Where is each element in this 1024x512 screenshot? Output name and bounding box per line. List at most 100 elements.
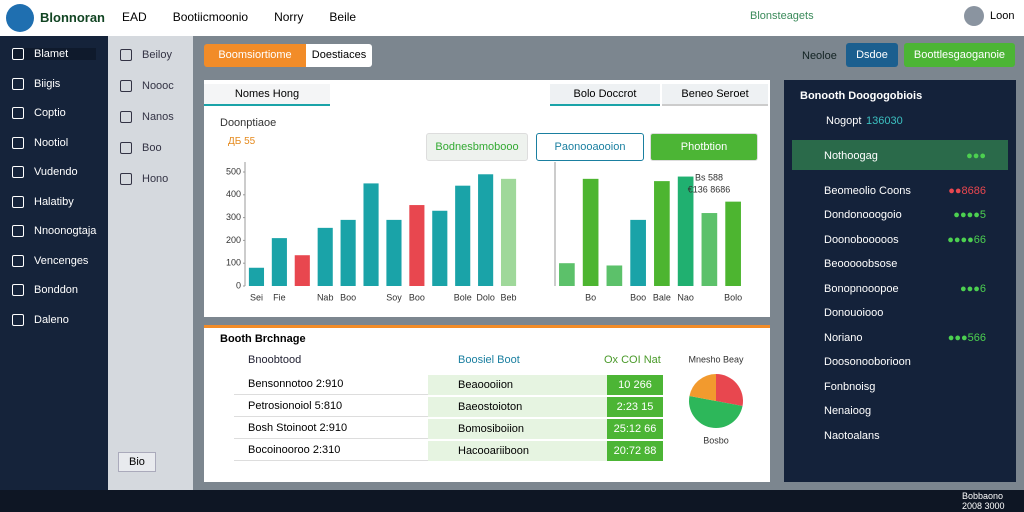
subnav-footer[interactable]: Bio [118, 452, 156, 472]
list-row[interactable]: Bensonnotoo 2:910 [234, 378, 428, 395]
primary-button[interactable]: Boomsiortiome [204, 44, 306, 67]
subnav-item[interactable]: Nanos [120, 111, 174, 124]
sidebar-item[interactable]: Daleno [12, 314, 69, 326]
row-label[interactable]: Noriano [824, 331, 863, 344]
tab[interactable]: Nomes Hong [204, 84, 330, 106]
subnav-item[interactable]: Hono [120, 173, 168, 186]
breakdown-panel: Mnesho Beay Bosbo Booth Brchnage Bnoobtood B… [204, 325, 770, 482]
x-tick-label: Sei [250, 292, 263, 302]
subnav-item[interactable]: Beiloy [120, 49, 172, 62]
sidebar-item[interactable]: Halatiby [12, 196, 74, 208]
bar [409, 205, 425, 286]
bar [294, 255, 310, 286]
subnav: Beiloy Noooc Nanos Boo Hono [108, 36, 193, 490]
sidebar-item[interactable]: Nnoonogtaja [12, 225, 96, 238]
label: Biigis [34, 77, 61, 90]
filter-button[interactable]: Photbtion [650, 133, 758, 161]
sidebar-item[interactable]: Bonddon [12, 284, 79, 297]
pie-slice [716, 374, 743, 407]
bar [478, 174, 494, 286]
row-name[interactable]: Baeostoioton [458, 401, 523, 413]
nav-item[interactable]: Beile [329, 10, 357, 24]
user-name: Nogopt [826, 115, 862, 127]
date: 2008 3000 [962, 501, 1005, 511]
sidebar-item[interactable]: Blamet [12, 48, 96, 61]
bar [271, 238, 287, 286]
row-label[interactable]: Naotoalans [824, 429, 880, 442]
list-row[interactable]: Bosh Stoinoot 2:910 [234, 422, 428, 439]
subnav-item[interactable]: Boo [120, 142, 162, 155]
label: Nanos [142, 111, 174, 123]
row-value: 10 266 [607, 375, 663, 395]
table-row [428, 397, 663, 417]
tab[interactable]: Bolo Doccrot [550, 84, 660, 106]
row-value: 20:72 88 [607, 441, 663, 461]
x-tick-label: Soy [386, 292, 402, 302]
icon [12, 48, 24, 61]
sidebar-item[interactable]: Vencenges [12, 255, 88, 267]
bar [455, 185, 471, 286]
bar [630, 219, 646, 286]
avatar[interactable] [964, 6, 984, 26]
list-row[interactable]: Bocoinooroo 2:310 [234, 444, 428, 461]
bar [701, 213, 718, 286]
nav-item[interactable]: EAD [122, 10, 147, 24]
bar [317, 227, 333, 286]
row-label[interactable]: Nenaioog [824, 405, 872, 417]
highlight-row [792, 140, 1008, 170]
sidebar-item[interactable]: Vudendo [12, 166, 78, 179]
left-title: Bnoobtood [248, 354, 302, 366]
tab[interactable]: Beneo Seroet [662, 84, 768, 106]
icon [12, 136, 24, 149]
mid-note: Ox COI Nat [604, 354, 661, 366]
secondary-button[interactable]: Doestiaces [306, 44, 372, 67]
x-tick-label: Nab [317, 292, 334, 302]
row-name[interactable]: Beaoooiion [458, 379, 514, 391]
sidebar-item[interactable]: Nootiol [12, 137, 68, 149]
chart-label: Doonptiaoe [220, 117, 277, 129]
sidebar-item[interactable]: Biigis [12, 78, 60, 90]
row-label[interactable]: Donouoiooo [824, 307, 884, 319]
row-label[interactable]: Beooooobsose [824, 258, 898, 270]
row-name[interactable]: Bomosiboiion [458, 423, 525, 435]
x-tick-label: Boo [630, 292, 646, 302]
annotation: €136 8686 [688, 184, 731, 194]
bar [248, 267, 265, 286]
user-value: 136030 [866, 115, 903, 127]
label: Vencenges [34, 254, 89, 267]
pie-label: Bosbo [703, 435, 729, 445]
subnav-item[interactable]: Noooc [120, 80, 174, 93]
filter-button[interactable]: Paonooaooion [536, 133, 644, 161]
nav-item[interactable]: Norry [274, 10, 304, 24]
action-button[interactable]: Boottlesgaoganoie [904, 43, 1015, 67]
pie-slice [689, 395, 743, 428]
icon [12, 77, 24, 90]
annotation: Bs 588 [695, 172, 723, 182]
icon [120, 173, 132, 186]
row-value: ●●●●66 [947, 233, 986, 246]
user[interactable]: Loon [990, 10, 1015, 22]
row-label[interactable]: Nothoogag [824, 150, 878, 162]
row-label[interactable]: Fonbnoisg [824, 380, 876, 393]
bar [654, 181, 670, 286]
row-label[interactable]: Doonobooooos [824, 233, 899, 246]
sidebar-item[interactable]: Coptio [12, 107, 66, 120]
chart-value: ДБ 55 [228, 136, 256, 147]
nav-item[interactable]: Bootiicmoonio [172, 10, 249, 24]
label: Halatiby [34, 195, 74, 208]
row-label[interactable]: Dondonooogoio [824, 209, 902, 221]
label: Bonddon [34, 284, 79, 296]
row-label[interactable]: Beomeolio Coons [824, 184, 911, 197]
right-button[interactable]: Dsdoe [846, 43, 898, 67]
row-label[interactable]: Bonopnooopoe [824, 282, 899, 295]
icon [120, 111, 132, 124]
row-name[interactable]: Hacooariiboon [458, 445, 529, 457]
nav: EAD Bootiicmoonio Norry Beile [122, 10, 382, 24]
filter-button[interactable]: Bodnesbmobooo [426, 133, 528, 161]
row-label[interactable]: Doosonooborioon [824, 356, 911, 368]
x-tick-label: Bale [653, 292, 671, 302]
list-row[interactable]: Petrosionoiol 5:810 [234, 400, 428, 417]
icon [12, 284, 24, 297]
right-link[interactable]: Neoloe [802, 50, 837, 62]
taskbar [0, 490, 1024, 512]
